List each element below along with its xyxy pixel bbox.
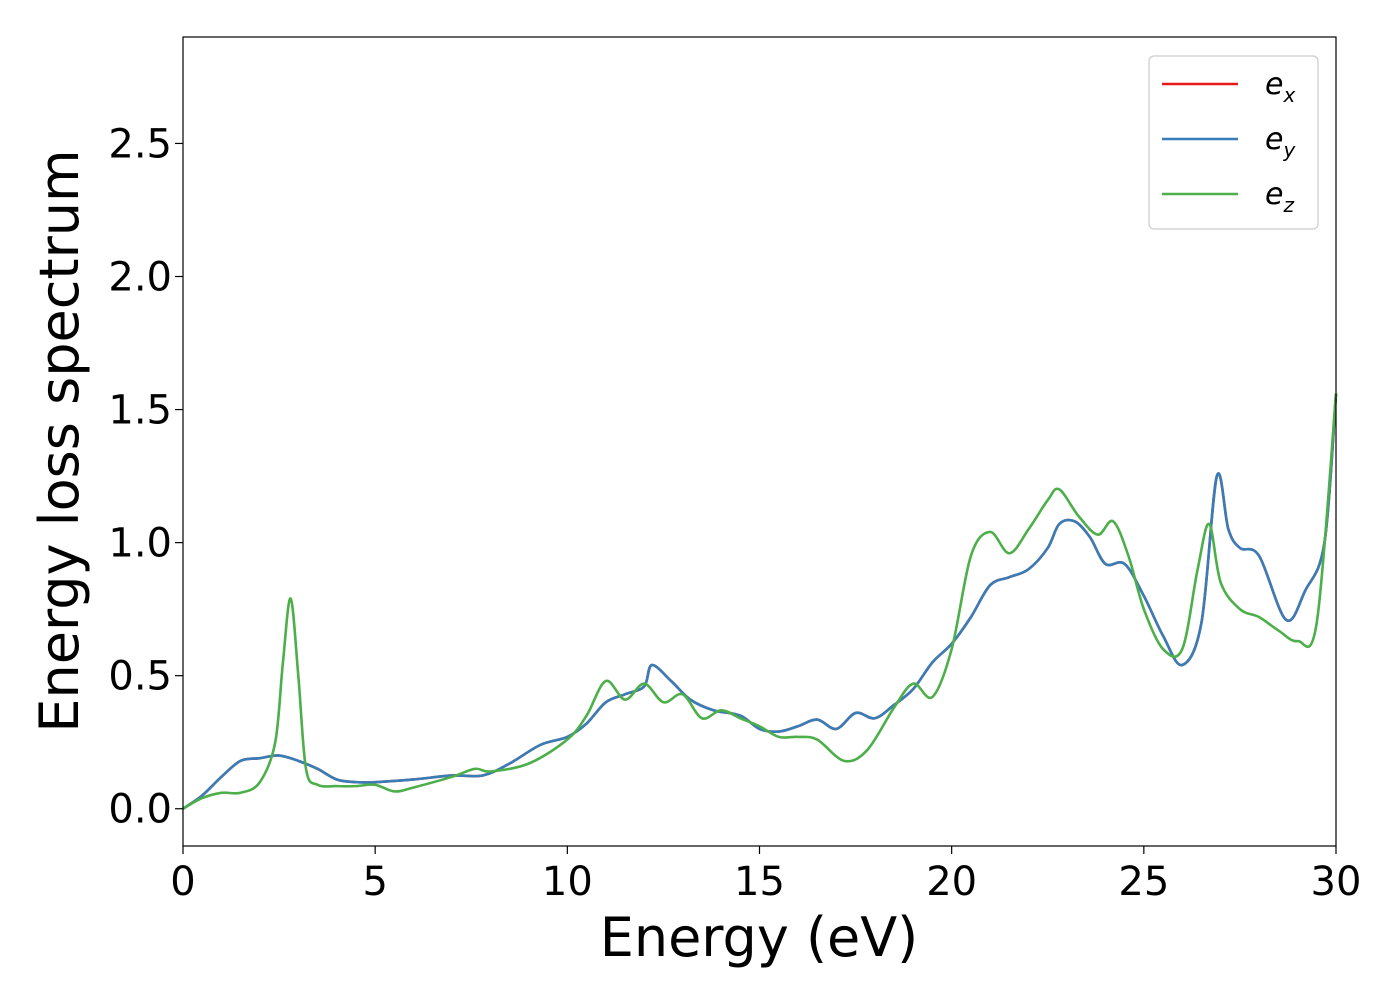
series-line-e-y: [182, 393, 1338, 810]
x-tick-label: 0: [170, 859, 195, 905]
y-tick-label: 0.0: [108, 787, 172, 833]
y-tick-label: 2.5: [108, 121, 172, 167]
x-tick-label: 5: [362, 859, 387, 905]
x-tick-label: 20: [926, 859, 977, 905]
x-tick-label: 25: [1118, 859, 1169, 905]
y-tick-label: 1.5: [108, 388, 172, 434]
y-tick-label: 2.0: [108, 255, 172, 301]
x-axis-ticks: 0 5 10 15 20 25 30: [170, 846, 1361, 905]
series-layer: [182, 393, 1338, 810]
x-tick-label: 30: [1311, 859, 1362, 905]
x-tick-label: 10: [542, 859, 593, 905]
x-tick-label: 15: [734, 859, 785, 905]
y-axis-ticks: 0.0 0.5 1.0 1.5 2.0 2.5: [108, 121, 183, 833]
y-tick-label: 0.5: [108, 654, 172, 700]
x-axis-label: Energy (eV): [600, 906, 919, 969]
legend-box: [1148, 55, 1319, 230]
y-tick-label: 1.0: [108, 521, 172, 567]
plot-area: [183, 37, 1336, 846]
y-axis-label: Energy loss spectrum: [28, 149, 91, 732]
series-line-e-z: [182, 393, 1338, 810]
